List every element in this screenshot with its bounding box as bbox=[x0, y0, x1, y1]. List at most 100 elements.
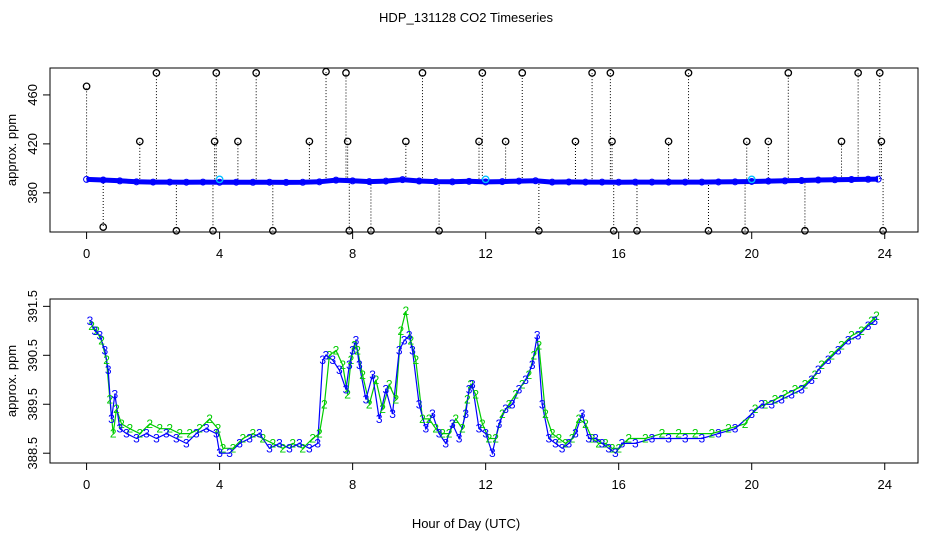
baseline-point bbox=[798, 176, 806, 184]
series-point: 2 bbox=[838, 339, 845, 353]
series-point: 2 bbox=[526, 368, 533, 382]
baseline-point bbox=[282, 178, 290, 186]
y-tick-label: 460 bbox=[25, 84, 40, 106]
baseline-point bbox=[465, 177, 473, 185]
series-point: 3 bbox=[522, 373, 529, 387]
spike-point bbox=[234, 137, 242, 146]
series-point: 2 bbox=[486, 432, 493, 446]
series-point: 2 bbox=[531, 348, 538, 362]
series-point: 2 bbox=[459, 422, 466, 436]
series-point: 3 bbox=[97, 329, 104, 343]
spike-point bbox=[606, 69, 615, 77]
baseline-point bbox=[448, 178, 456, 186]
series-point: 3 bbox=[539, 397, 546, 411]
spike-point bbox=[401, 137, 410, 146]
cyan-point bbox=[747, 175, 756, 184]
series-point: 2 bbox=[762, 397, 769, 411]
series-point: 2 bbox=[464, 392, 471, 406]
series-point: 2 bbox=[339, 358, 346, 372]
series-point: 2 bbox=[802, 378, 809, 392]
series-point: 3 bbox=[599, 436, 606, 450]
baseline-point bbox=[615, 178, 623, 186]
series-point: 3 bbox=[422, 422, 429, 436]
series-point: 3 bbox=[619, 436, 626, 450]
series-point: 2 bbox=[582, 417, 589, 431]
series-point: 2 bbox=[589, 432, 596, 446]
spike-point bbox=[212, 69, 221, 77]
baseline-point bbox=[349, 177, 357, 185]
spike-point bbox=[343, 137, 352, 146]
top-panel: approx. ppm 0 4 8 12 16 20 24 380 420 460 bbox=[4, 67, 919, 261]
y-tick-label: 389.5 bbox=[25, 388, 40, 421]
series-point: 2 bbox=[412, 353, 419, 367]
x-tick-label: 12 bbox=[478, 246, 492, 261]
series-point: 2 bbox=[107, 392, 114, 406]
series-point: 2 bbox=[166, 422, 173, 436]
series-point: 3 bbox=[871, 314, 878, 328]
series-point: 2 bbox=[432, 422, 439, 436]
series-point: 2 bbox=[569, 432, 576, 446]
series-point: 3 bbox=[153, 432, 160, 446]
spike-point bbox=[875, 69, 884, 77]
baseline-point bbox=[565, 178, 573, 186]
series-point: 2 bbox=[772, 392, 779, 406]
series-point: 2 bbox=[326, 348, 333, 362]
series-point: 3 bbox=[383, 383, 390, 397]
x-tick-label: 4 bbox=[216, 246, 223, 261]
baseline-point bbox=[182, 178, 190, 186]
baseline-point bbox=[315, 178, 323, 186]
series-point: 2 bbox=[506, 397, 513, 411]
baseline-point bbox=[515, 177, 523, 185]
baseline-point bbox=[847, 175, 855, 183]
series-point: 2 bbox=[196, 422, 203, 436]
series-point: 3 bbox=[442, 436, 449, 450]
series-point: 3 bbox=[748, 407, 755, 421]
series-point: 3 bbox=[406, 329, 413, 343]
top-spike-lines bbox=[86, 71, 884, 231]
baseline-point bbox=[365, 178, 373, 186]
baseline-point bbox=[83, 175, 91, 183]
series-point: 2 bbox=[269, 436, 276, 450]
series-point: 3 bbox=[296, 436, 303, 450]
x-tick-label: 8 bbox=[349, 477, 356, 492]
series-point: 2 bbox=[536, 339, 543, 353]
series-point: 2 bbox=[725, 422, 732, 436]
baseline-point bbox=[482, 178, 490, 186]
series-point: 2 bbox=[259, 432, 266, 446]
series-point: 2 bbox=[206, 412, 213, 426]
series-line bbox=[91, 311, 877, 450]
series-point: 3 bbox=[825, 353, 832, 367]
series-point: 3 bbox=[319, 353, 326, 367]
x-tick-label: 16 bbox=[611, 477, 625, 492]
top-plot-frame bbox=[49, 67, 919, 233]
bottom-plot-frame bbox=[49, 298, 919, 464]
baseline-point bbox=[299, 178, 307, 186]
baseline-point bbox=[681, 178, 689, 186]
baseline-point bbox=[648, 178, 656, 186]
series-point: 3 bbox=[466, 383, 473, 397]
series-point: 3 bbox=[306, 441, 313, 455]
series-point: 2 bbox=[426, 412, 433, 426]
baseline-point bbox=[864, 175, 872, 183]
series-point: 2 bbox=[146, 417, 153, 431]
series-point: 2 bbox=[848, 329, 855, 343]
bottom-series-lines bbox=[89, 311, 877, 456]
series-point: 3 bbox=[123, 427, 130, 441]
baseline-point bbox=[132, 178, 140, 186]
series-point: 2 bbox=[316, 427, 323, 441]
spike-point bbox=[305, 137, 314, 146]
baseline-point bbox=[249, 178, 257, 186]
series-point: 2 bbox=[230, 441, 237, 455]
series-point: 2 bbox=[708, 427, 715, 441]
spike-point bbox=[475, 137, 483, 146]
series-point: 3 bbox=[698, 432, 705, 446]
series-point: 2 bbox=[403, 304, 410, 318]
y-tick-label: 420 bbox=[25, 133, 40, 155]
series-point: 3 bbox=[163, 427, 170, 441]
spike-point bbox=[664, 137, 673, 146]
baseline-point bbox=[332, 176, 340, 184]
spike-point bbox=[478, 69, 487, 77]
series-point: 2 bbox=[398, 324, 405, 338]
baseline-point bbox=[199, 178, 207, 186]
